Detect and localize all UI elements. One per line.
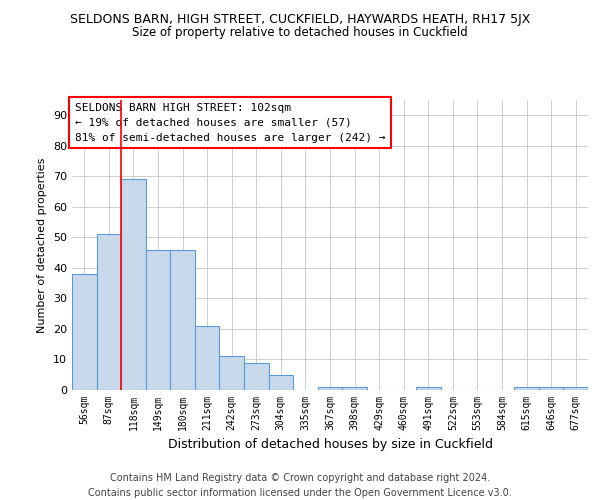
Bar bbox=[539, 387, 563, 390]
Text: Contains HM Land Registry data © Crown copyright and database right 2024.
Contai: Contains HM Land Registry data © Crown c… bbox=[88, 472, 512, 498]
Bar bbox=[220, 356, 244, 390]
Bar bbox=[342, 387, 367, 390]
Bar bbox=[318, 387, 342, 390]
Bar bbox=[97, 234, 121, 390]
Bar bbox=[72, 274, 97, 390]
Text: SELDONS BARN, HIGH STREET, CUCKFIELD, HAYWARDS HEATH, RH17 5JX: SELDONS BARN, HIGH STREET, CUCKFIELD, HA… bbox=[70, 12, 530, 26]
Bar bbox=[563, 387, 588, 390]
Bar bbox=[416, 387, 440, 390]
Text: Size of property relative to detached houses in Cuckfield: Size of property relative to detached ho… bbox=[132, 26, 468, 39]
Y-axis label: Number of detached properties: Number of detached properties bbox=[37, 158, 47, 332]
Text: SELDONS BARN HIGH STREET: 102sqm
← 19% of detached houses are smaller (57)
81% o: SELDONS BARN HIGH STREET: 102sqm ← 19% o… bbox=[74, 103, 385, 142]
Bar bbox=[146, 250, 170, 390]
X-axis label: Distribution of detached houses by size in Cuckfield: Distribution of detached houses by size … bbox=[167, 438, 493, 452]
Bar bbox=[514, 387, 539, 390]
Bar bbox=[244, 362, 269, 390]
Bar bbox=[121, 180, 146, 390]
Bar bbox=[195, 326, 220, 390]
Bar bbox=[269, 374, 293, 390]
Bar bbox=[170, 250, 195, 390]
